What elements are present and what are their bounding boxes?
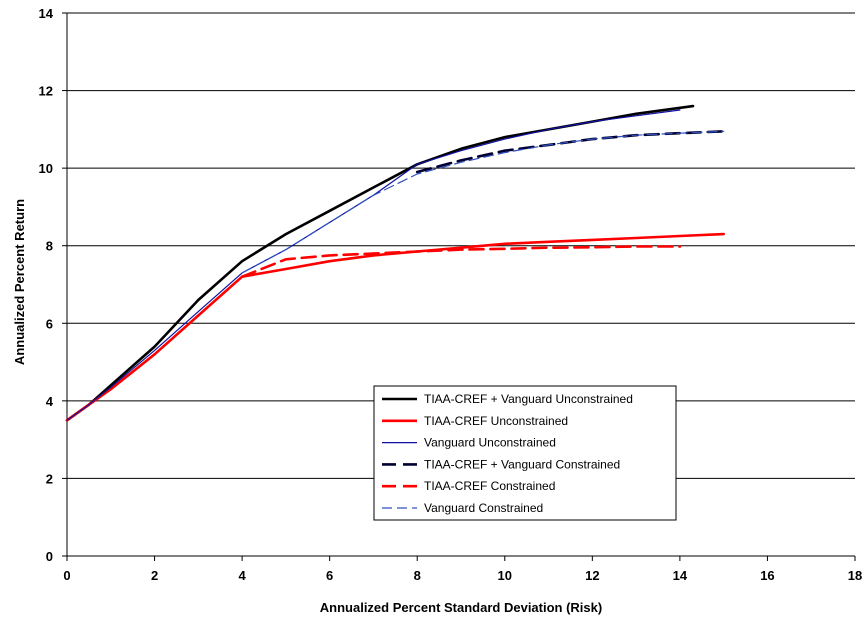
legend-label-6: Vanguard Constrained xyxy=(424,501,543,515)
x-tick-label-2: 4 xyxy=(238,568,246,583)
x-axis-title: Annualized Percent Standard Deviation (R… xyxy=(320,600,602,615)
x-tick-label-8: 16 xyxy=(760,568,774,583)
axes xyxy=(66,13,855,557)
y-axis-title: Annualized Percent Return xyxy=(12,199,27,365)
x-tick-label-6: 12 xyxy=(585,568,599,583)
legend-label-4: TIAA-CREF + Vanguard Constrained xyxy=(424,457,620,471)
series-lines xyxy=(65,104,725,422)
legend: TIAA-CREF + Vanguard Unconstrained TIAA-C… xyxy=(373,385,677,521)
legend-label-1: TIAA-CREF + Vanguard Unconstrained xyxy=(424,392,633,406)
y-tick-label-5: 10 xyxy=(39,161,53,176)
y-tick-label-0: 0 xyxy=(46,549,53,564)
y-tick-label-7: 14 xyxy=(39,6,54,21)
legend-label-3: Vanguard Unconstrained xyxy=(424,436,556,450)
y-tick-label-3: 6 xyxy=(46,316,53,331)
y-axis-ticks: 0 2 4 6 8 10 12 14 xyxy=(39,6,67,564)
series-line-6 xyxy=(241,130,725,274)
gridlines xyxy=(67,12,855,479)
series-line-5 xyxy=(240,245,682,278)
x-tick-label-5: 10 xyxy=(498,568,512,583)
series-line-2 xyxy=(65,232,725,422)
legend-label-5: TIAA-CREF Constrained xyxy=(424,479,555,493)
x-tick-label-7: 14 xyxy=(673,568,688,583)
x-axis-ticks: 0 2 4 6 8 10 12 14 16 18 xyxy=(63,556,862,583)
x-tick-label-0: 0 xyxy=(63,568,70,583)
x-tick-label-1: 2 xyxy=(151,568,158,583)
y-tick-label-4: 8 xyxy=(46,239,53,254)
y-tick-label-6: 12 xyxy=(39,84,53,99)
y-tick-label-2: 4 xyxy=(46,394,54,409)
x-tick-label-9: 18 xyxy=(848,568,862,583)
x-tick-label-4: 8 xyxy=(414,568,421,583)
y-tick-label-1: 2 xyxy=(46,471,53,486)
legend-box xyxy=(373,385,677,521)
x-tick-label-3: 6 xyxy=(326,568,333,583)
legend-label-2: TIAA-CREF Unconstrained xyxy=(424,414,568,428)
